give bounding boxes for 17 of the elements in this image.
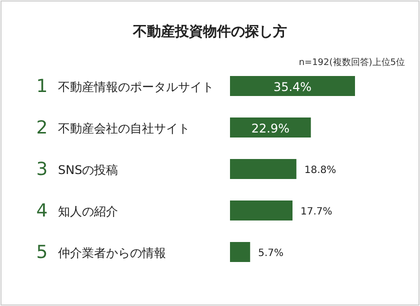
data-label: 17.7%: [300, 206, 332, 218]
data-label: 22.9%: [251, 122, 290, 136]
y-tick-label: 3 SNSの投稿: [36, 159, 118, 180]
bar: [230, 118, 311, 138]
annotation: n=192(複数回答)上位5位: [298, 57, 405, 68]
y-tick-label: 1 不動産情報のポータルサイト: [36, 76, 214, 97]
bar: [230, 76, 355, 96]
chart-title: 不動産投資物件の探し方: [132, 23, 287, 40]
data-label: 35.4%: [273, 80, 312, 94]
y-tick-label: 5 仲介業者からの情報: [36, 242, 166, 263]
data-label: 18.8%: [304, 165, 336, 176]
bar: [230, 159, 296, 179]
bar: [230, 200, 292, 220]
y-tick-label: 2 不動産会社の自社サイト: [36, 118, 190, 138]
bar: [230, 242, 250, 262]
y-tick-label: 4 知人の紹介: [36, 200, 118, 222]
data-label: 5.7%: [258, 248, 284, 259]
